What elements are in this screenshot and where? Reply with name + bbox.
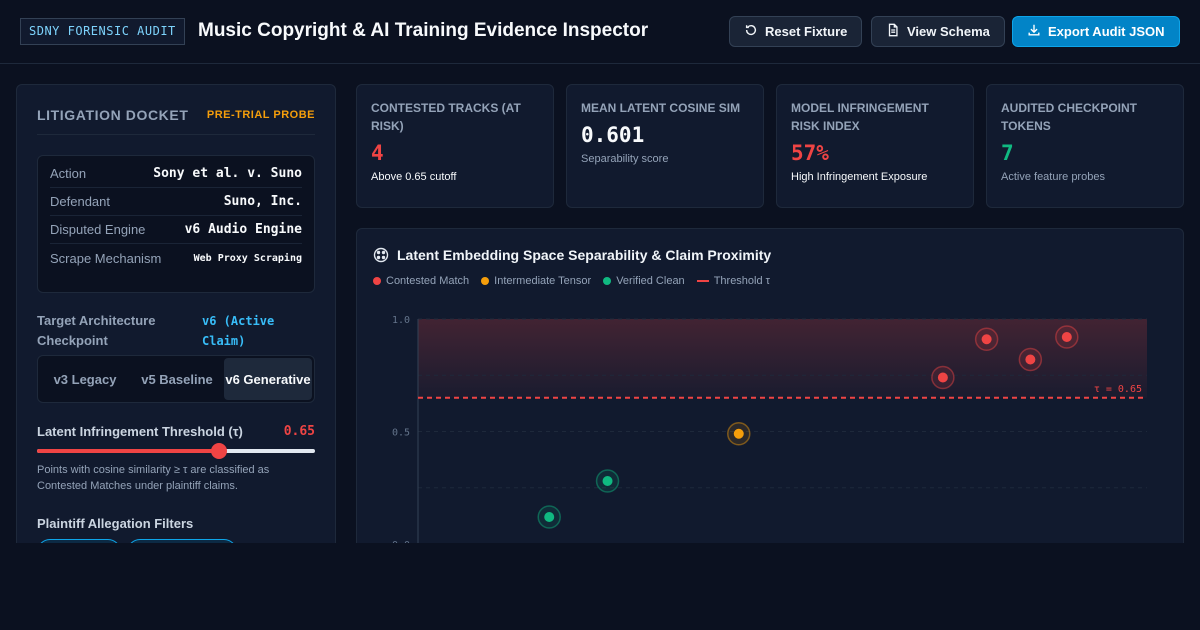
segment-v5-baseline[interactable]: v5 Baseline (141, 371, 213, 387)
architecture-selector: v3 Legacy v5 Baseline v6 Generative (37, 355, 315, 403)
threshold-slider-fill (37, 449, 219, 453)
export-audit-label: Export Audit JSON (1048, 24, 1165, 39)
filters-label: Plaintiff Allegation Filters (37, 516, 194, 531)
reset-fixture-label: Reset Fixture (765, 24, 848, 39)
docket-value: Suno, Inc. (223, 194, 302, 209)
data-point (733, 428, 744, 439)
kpi-label: MEAN LATENT COSINE SIM (581, 101, 741, 115)
kpi-mean-cosine: MEAN LATENT COSINE SIM 0.601 Separabilit… (566, 84, 764, 208)
docket-key: Action (50, 166, 87, 181)
kpi-label: CONTESTED TRACKS (AT RISK) (371, 101, 521, 133)
view-schema-label: View Schema (907, 24, 990, 39)
segment-v6-generative[interactable]: v6 Generative (224, 358, 312, 400)
kpi-risk-index: MODEL INFRINGEMENT RISK INDEX 57% High I… (776, 84, 974, 208)
docket-key: Defendant (50, 194, 110, 209)
data-point (981, 334, 992, 345)
viewport-cutoff (0, 543, 1200, 630)
architecture-value: v6 (Active Claim) (202, 314, 275, 348)
threshold-label: τ = 0.65 (1094, 384, 1142, 395)
kpi-value: 4 (371, 141, 384, 165)
kpi-label: AUDITED CHECKPOINT TOKENS (1001, 101, 1138, 133)
threshold-label: Latent Infringement Threshold (τ) (37, 424, 243, 439)
legend-label: Threshold τ (713, 275, 771, 287)
y-tick-label: 0.5 (392, 428, 410, 439)
kpi-value: 0.601 (581, 123, 645, 147)
legend-label: Intermediate Tensor (494, 275, 592, 287)
docket-value: v6 Audio Engine (184, 222, 302, 237)
embedding-chart-card: Latent Embedding Space Separability & Cl… (356, 228, 1184, 568)
kpi-subtext: Active feature probes (1001, 171, 1105, 183)
chart-title: Latent Embedding Space Separability & Cl… (397, 247, 772, 263)
docket-details: Action Sony et al. v. Suno Defendant Sun… (37, 155, 315, 293)
docket-value: Web Proxy Scraping (193, 252, 302, 264)
docket-header: LITIGATION DOCKET PRE-TRIAL PROBE (37, 107, 315, 135)
legend-swatch (481, 277, 490, 285)
docket-row: Defendant Suno, Inc. (50, 188, 302, 216)
architecture-label: Target Architecture Checkpoint (37, 313, 156, 348)
kpi-subtext: High Infringement Exposure (791, 171, 928, 183)
legend-swatch (373, 277, 381, 285)
legend-label: Contested Match (386, 275, 470, 287)
reset-fixture-button[interactable]: Reset Fixture (729, 16, 863, 47)
chart-legend: Contested Match Intermediate Tensor Veri… (373, 275, 770, 287)
legend-swatch (603, 277, 612, 285)
threshold-slider[interactable] (37, 443, 315, 459)
refresh-icon (744, 23, 758, 40)
docket-value: Sony et al. v. Suno (153, 166, 302, 181)
app-header: SDNY FORENSIC AUDIT Music Copyright & AI… (0, 0, 1200, 64)
docket-tag: PRE-TRIAL PROBE (206, 109, 315, 121)
data-point (1061, 332, 1072, 342)
docket-row: Scrape Mechanism Web Proxy Scraping (50, 244, 302, 272)
legend-label: Verified Clean (616, 275, 685, 287)
kpi-contested-tracks: CONTESTED TRACKS (AT RISK) 4 Above 0.65 … (356, 84, 554, 208)
app-title: Music Copyright & AI Training Evidence I… (198, 20, 649, 41)
view-schema-button[interactable]: View Schema (871, 16, 1005, 47)
kpi-value: 7 (1001, 141, 1014, 165)
data-point (1025, 354, 1036, 365)
data-point (937, 372, 948, 383)
threshold-note: Points with cosine similarity ≥ τ are cl… (37, 464, 270, 492)
docket-row: Action Sony et al. v. Suno (50, 160, 302, 188)
download-icon (1027, 23, 1041, 40)
docket-row: Disputed Engine v6 Audio Engine (50, 216, 302, 244)
data-point (602, 476, 613, 486)
docket-key: Disputed Engine (50, 222, 146, 237)
segment-v3-legacy[interactable]: v3 Legacy (53, 371, 117, 387)
kpi-checkpoint-tokens: AUDITED CHECKPOINT TOKENS 7 Active featu… (986, 84, 1184, 208)
legend-item: Threshold τ (696, 275, 771, 287)
docket-panel: LITIGATION DOCKET PRE-TRIAL PROBE Action… (16, 84, 336, 554)
legend-item: Intermediate Tensor (481, 275, 591, 287)
y-tick-label: 1.0 (392, 315, 410, 326)
kpi-subtext: Above 0.65 cutoff (371, 171, 457, 183)
kpi-label: MODEL INFRINGEMENT RISK INDEX (791, 101, 929, 133)
scatter-plot: 1.00.50.0τ = 0.65 (392, 315, 1147, 554)
kpi-subtext: Separability score (581, 153, 669, 165)
threshold-slider-thumb[interactable] (210, 443, 227, 459)
kpi-value: 57% (791, 141, 829, 165)
data-point (544, 512, 555, 522)
scatter-icon (373, 247, 389, 263)
legend-item: Verified Clean (603, 275, 685, 287)
legend-swatch (696, 280, 709, 282)
docket-title: LITIGATION DOCKET (37, 107, 189, 123)
document-icon (886, 23, 900, 40)
legend-item: Contested Match (373, 275, 469, 287)
export-audit-button[interactable]: Export Audit JSON (1012, 16, 1180, 47)
threshold-value: 0.65 (283, 424, 315, 439)
docket-key: Scrape Mechanism (50, 250, 162, 266)
brand-badge: SDNY FORENSIC AUDIT (20, 18, 185, 45)
